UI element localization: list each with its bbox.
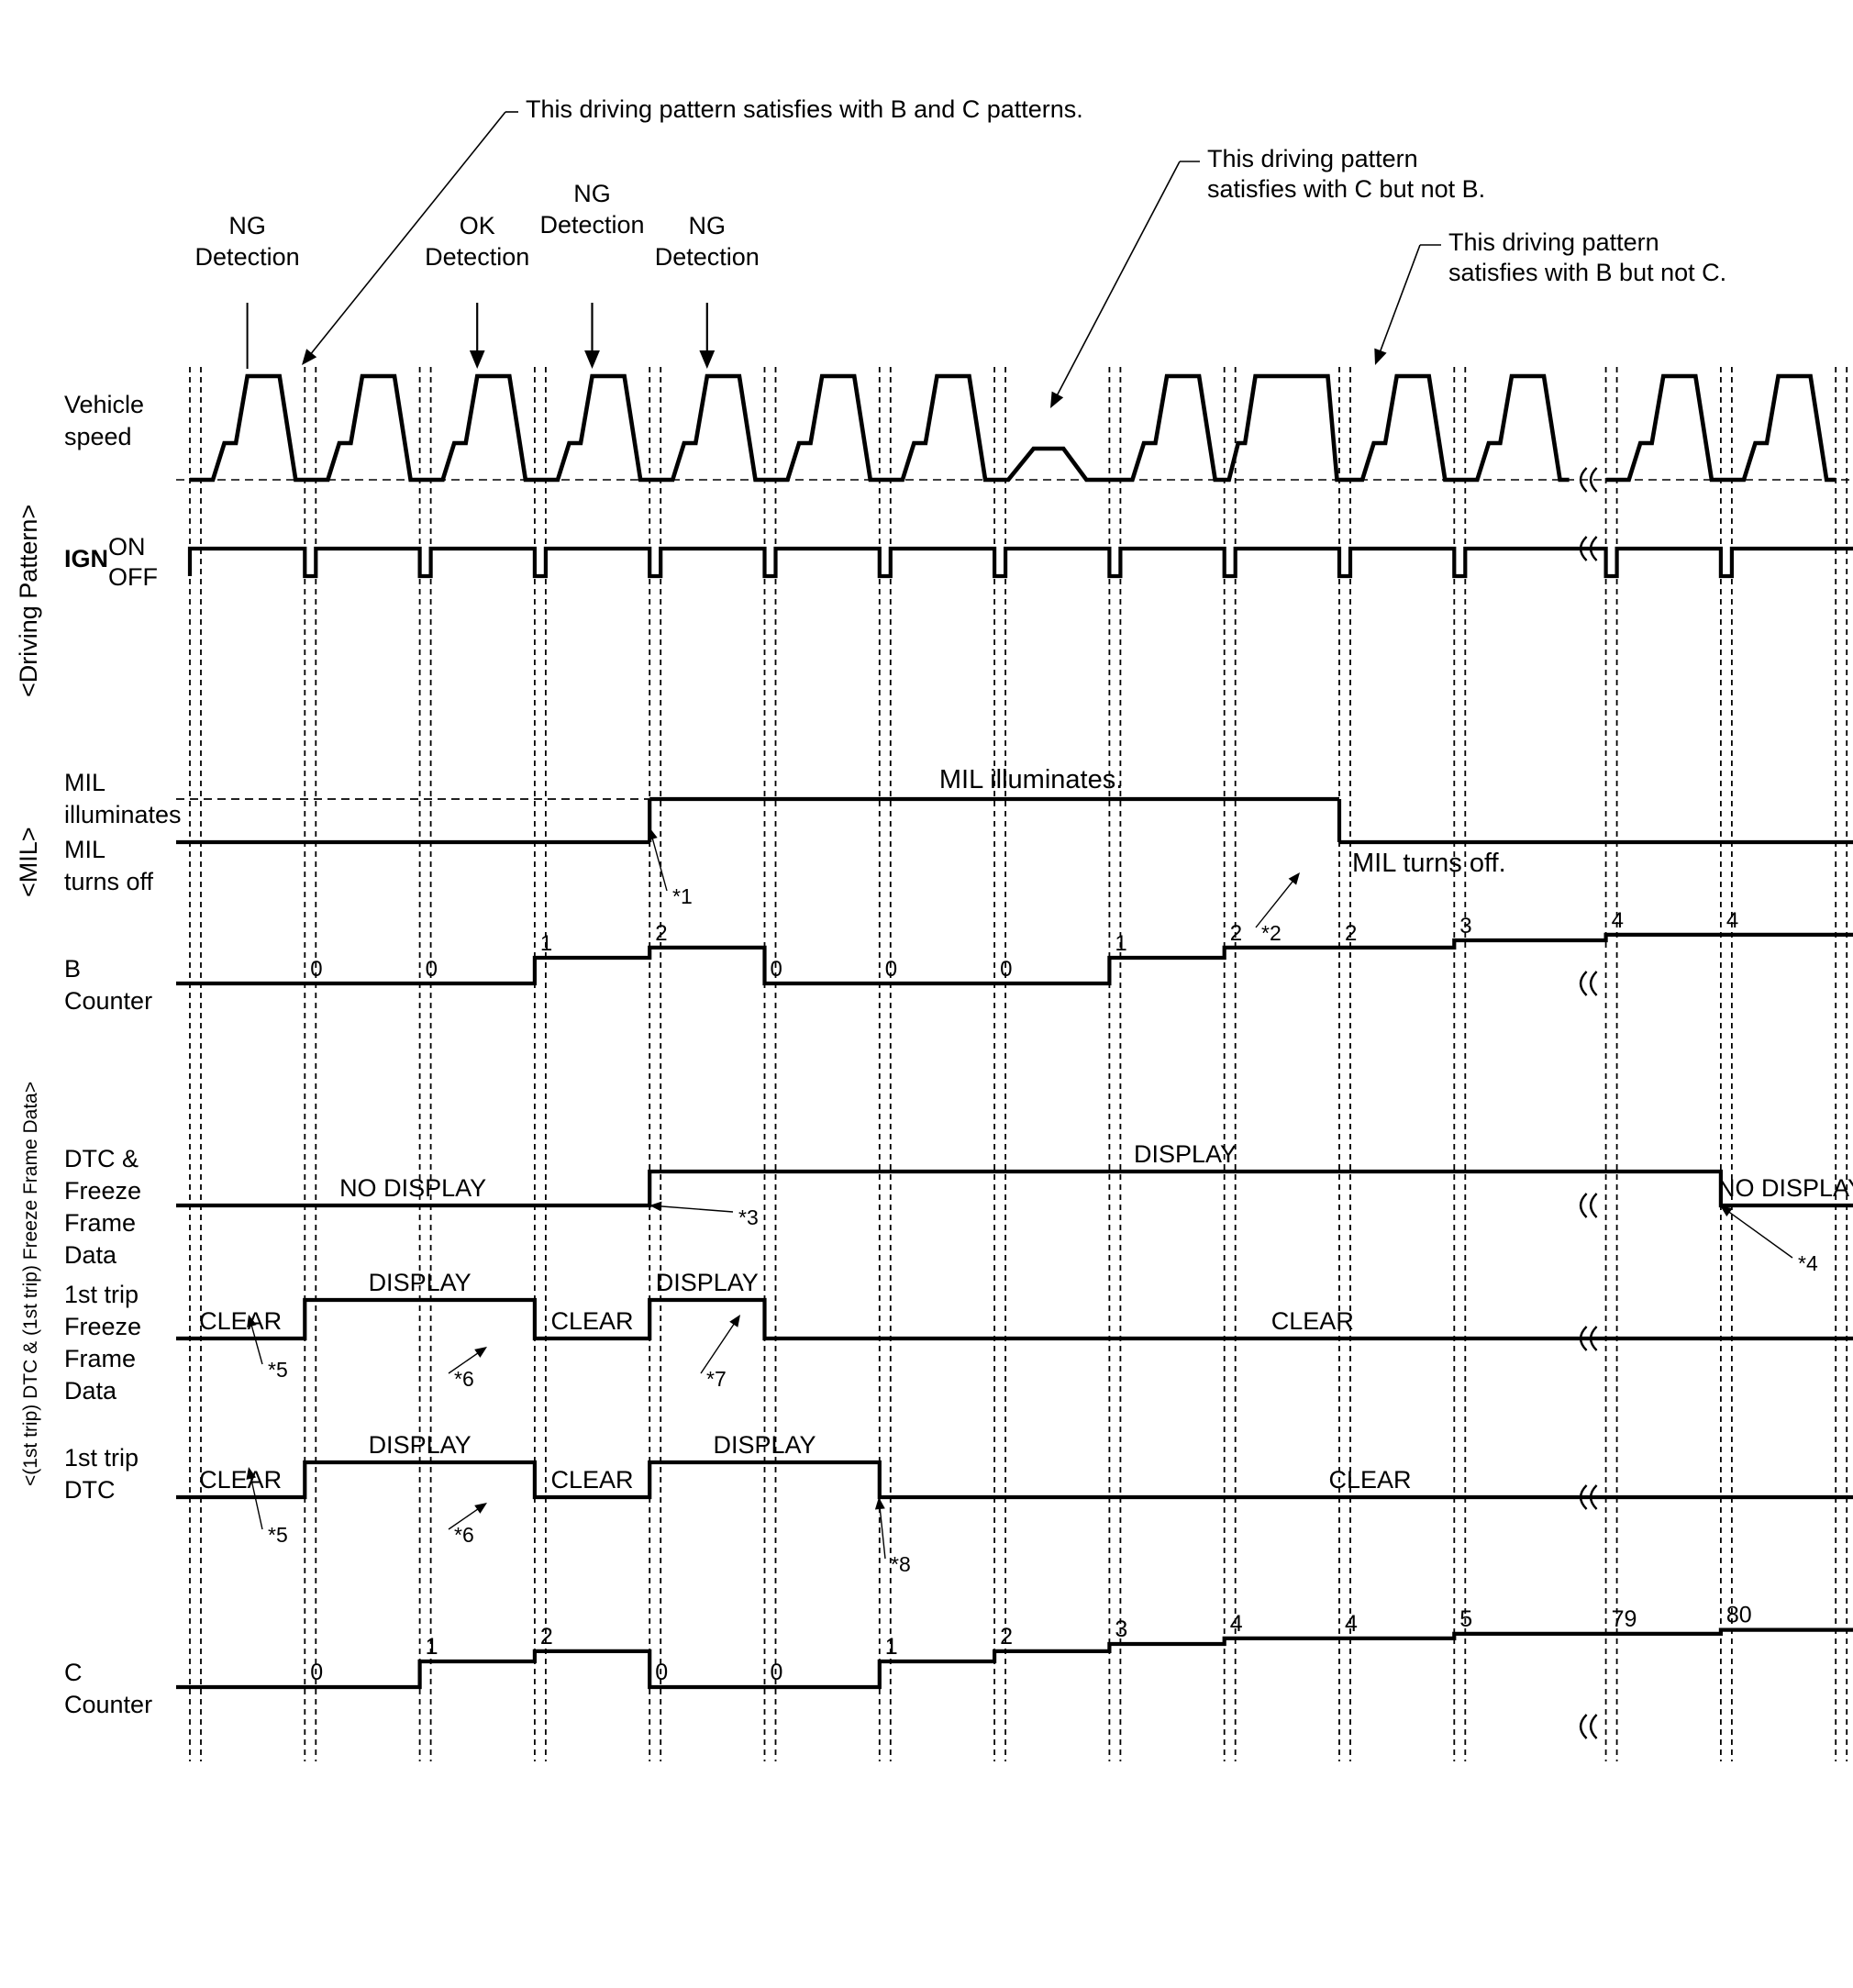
svg-text:2: 2 xyxy=(1230,921,1242,946)
svg-text:OFF: OFF xyxy=(108,563,158,591)
svg-text:*2: *2 xyxy=(1261,921,1282,945)
svg-text:CLEAR: CLEAR xyxy=(550,1307,633,1335)
svg-text:satisfies with C but not B.: satisfies with C but not B. xyxy=(1207,175,1485,203)
svg-text:1: 1 xyxy=(540,931,552,956)
svg-text:4: 4 xyxy=(1230,1611,1243,1637)
svg-text:NG: NG xyxy=(228,212,266,239)
svg-text:MIL: MIL xyxy=(64,769,105,796)
svg-text:satisfies with B but not C.: satisfies with B but not C. xyxy=(1448,259,1726,286)
svg-text:IGN: IGN xyxy=(64,545,108,572)
svg-text:NG: NG xyxy=(573,180,611,207)
svg-text:B: B xyxy=(64,955,81,983)
svg-text:Detection: Detection xyxy=(195,243,300,271)
svg-text:illuminates: illuminates xyxy=(64,801,182,828)
svg-text:79: 79 xyxy=(1612,1606,1637,1632)
svg-text:4: 4 xyxy=(1612,908,1624,933)
svg-text:Detection: Detection xyxy=(539,211,644,239)
svg-text:0: 0 xyxy=(310,957,322,982)
svg-text:3: 3 xyxy=(1115,1616,1127,1642)
svg-text:<Driving Pattern>: <Driving Pattern> xyxy=(15,505,42,697)
svg-text:Detection: Detection xyxy=(655,243,760,271)
svg-text:speed: speed xyxy=(64,423,132,450)
svg-text:This driving pattern satisfies: This driving pattern satisfies with B an… xyxy=(526,95,1083,123)
svg-text:0: 0 xyxy=(1000,957,1012,982)
svg-text:Frame: Frame xyxy=(64,1209,136,1237)
svg-text:MIL turns off.: MIL turns off. xyxy=(1352,849,1506,878)
svg-text:*3: *3 xyxy=(738,1205,759,1229)
svg-text:2: 2 xyxy=(655,921,667,946)
svg-text:DISPLAY: DISPLAY xyxy=(369,1269,472,1296)
svg-text:turns off: turns off xyxy=(64,868,154,895)
svg-text:This driving pattern: This driving pattern xyxy=(1207,145,1418,172)
svg-text:1: 1 xyxy=(426,1634,438,1660)
svg-text:Freeze: Freeze xyxy=(64,1177,141,1205)
svg-text:This driving pattern: This driving pattern xyxy=(1448,228,1659,256)
svg-text:Counter: Counter xyxy=(64,1691,152,1718)
svg-text:4: 4 xyxy=(1726,908,1738,933)
svg-text:1: 1 xyxy=(1115,931,1126,956)
svg-text:5: 5 xyxy=(1459,1606,1472,1632)
svg-text:NO DISPLAY: NO DISPLAY xyxy=(339,1174,486,1202)
svg-text:*6: *6 xyxy=(454,1523,474,1547)
svg-text:DISPLAY: DISPLAY xyxy=(656,1269,759,1296)
svg-text:3: 3 xyxy=(1459,914,1471,938)
svg-text:1st trip: 1st trip xyxy=(64,1444,139,1472)
svg-text:80: 80 xyxy=(1726,1603,1752,1628)
svg-text:Detection: Detection xyxy=(425,243,529,271)
svg-text:CLEAR: CLEAR xyxy=(1271,1307,1354,1335)
svg-text:0: 0 xyxy=(655,1660,668,1685)
svg-text:0: 0 xyxy=(426,957,438,982)
svg-text:0: 0 xyxy=(771,1660,783,1685)
svg-text:DTC &: DTC & xyxy=(64,1145,139,1172)
svg-text:NG: NG xyxy=(689,212,727,239)
svg-text:Vehicle: Vehicle xyxy=(64,391,144,418)
svg-text:Freeze: Freeze xyxy=(64,1313,141,1340)
svg-text:*7: *7 xyxy=(706,1367,727,1391)
svg-text:*5: *5 xyxy=(268,1358,288,1382)
svg-text:OK: OK xyxy=(460,212,495,239)
svg-text:0: 0 xyxy=(771,957,782,982)
svg-text:DTC: DTC xyxy=(64,1476,116,1504)
svg-text:4: 4 xyxy=(1345,1611,1358,1637)
svg-text:MIL illuminates.: MIL illuminates. xyxy=(939,765,1123,794)
svg-text:DISPLAY: DISPLAY xyxy=(713,1431,816,1459)
svg-text:2: 2 xyxy=(1345,921,1357,946)
svg-text:*5: *5 xyxy=(268,1523,288,1547)
svg-text:Data: Data xyxy=(64,1377,117,1405)
svg-text:CLEAR: CLEAR xyxy=(199,1466,282,1494)
svg-text:Data: Data xyxy=(64,1241,117,1269)
svg-text:*4: *4 xyxy=(1798,1251,1818,1275)
svg-text:DISPLAY: DISPLAY xyxy=(369,1431,472,1459)
svg-text:Counter: Counter xyxy=(64,987,152,1015)
svg-text:Frame: Frame xyxy=(64,1345,136,1372)
svg-text:1: 1 xyxy=(885,1634,898,1660)
svg-text:*8: *8 xyxy=(891,1552,911,1576)
svg-text:MIL: MIL xyxy=(64,836,105,863)
svg-text:ON: ON xyxy=(108,533,146,561)
svg-text:CLEAR: CLEAR xyxy=(550,1466,633,1494)
svg-text:CLEAR: CLEAR xyxy=(199,1307,282,1335)
svg-text:*1: *1 xyxy=(672,884,693,908)
svg-text:1st trip: 1st trip xyxy=(64,1281,139,1308)
svg-text:CLEAR: CLEAR xyxy=(1328,1466,1411,1494)
svg-text:*6: *6 xyxy=(454,1367,474,1391)
svg-text:<(1st trip) DTC & (1st trip) F: <(1st trip) DTC & (1st trip) Freeze Fram… xyxy=(20,1082,41,1486)
svg-text:2: 2 xyxy=(1000,1624,1013,1649)
svg-text:0: 0 xyxy=(310,1660,323,1685)
svg-text:0: 0 xyxy=(885,957,897,982)
svg-text:C: C xyxy=(64,1659,83,1686)
svg-text:NO DISPLAY: NO DISPLAY xyxy=(1717,1174,1853,1202)
svg-text:DISPLAY: DISPLAY xyxy=(1134,1140,1237,1168)
svg-text:2: 2 xyxy=(540,1624,553,1649)
svg-text:<MIL>: <MIL> xyxy=(15,827,42,897)
